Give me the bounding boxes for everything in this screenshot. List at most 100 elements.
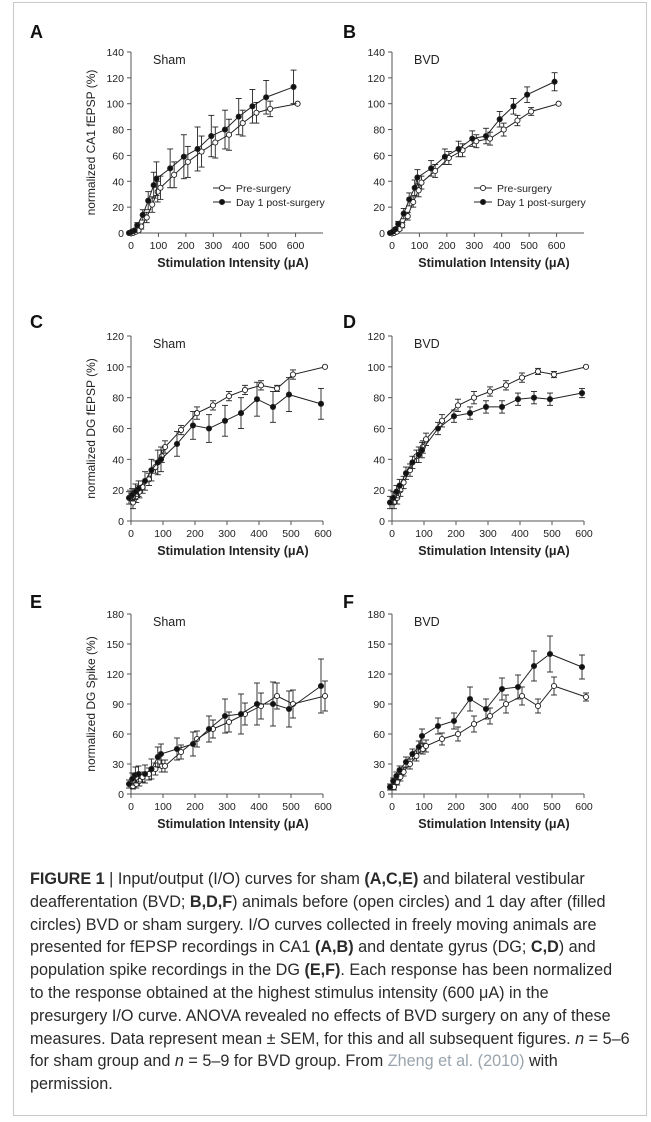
- panel-c: C 0 20 40 60 80 100 120 0 100 200 300 400 500 600 Stimu…: [30, 312, 332, 558]
- caption-figure-label: FIGURE 1: [30, 870, 105, 888]
- x-tick-label: 100: [154, 801, 172, 813]
- data-point: [434, 722, 442, 730]
- data-point: [173, 440, 181, 447]
- data-point: [167, 165, 174, 172]
- y-tick-label: 60: [373, 729, 385, 741]
- data-point: [257, 382, 265, 389]
- x-tick-label: 400: [493, 240, 511, 252]
- series-pre-surgery: [129, 363, 329, 510]
- y-tick-label: 140: [367, 47, 385, 59]
- data-point: [134, 222, 141, 229]
- legend-label: Pre-surgery: [497, 183, 553, 195]
- panel-letter: F: [343, 592, 354, 612]
- data-point: [409, 459, 416, 466]
- caption-text: ) animals before (open circles) and 1 da…: [30, 892, 606, 957]
- data-point: [148, 765, 155, 773]
- caption-separator: |: [104, 870, 118, 888]
- data-point: [578, 389, 586, 397]
- series-line: [132, 366, 326, 503]
- data-point: [221, 417, 229, 424]
- caption-text: ) and population spike recordings in the…: [30, 938, 596, 980]
- data-point: [149, 201, 156, 208]
- caption-text: n: [174, 1052, 184, 1071]
- data-point: [395, 220, 402, 227]
- y-tick-label: 80: [112, 125, 124, 137]
- data-point: [406, 196, 413, 203]
- data-point: [221, 712, 229, 720]
- caption-text: = 5–6 for sham group and: [30, 1029, 630, 1071]
- caption-text: B,D,F: [189, 892, 233, 911]
- y-tick-label: 60: [112, 150, 124, 162]
- panel-e: E 0 30 60 90 120 150 180 0 100 200 300 400 500 600 Stim…: [30, 592, 332, 831]
- x-tick-label: 0: [389, 528, 395, 540]
- x-tick-label: 400: [511, 801, 529, 813]
- panel-letter: B: [343, 22, 356, 42]
- legend-marker: [479, 184, 487, 192]
- data-point: [209, 402, 217, 409]
- panel-b: B 0 20 40 60 80 100 120 140 0 100 200 300 400 500 600 St…: [343, 22, 586, 270]
- data-point: [428, 165, 435, 172]
- caption-citation[interactable]: Zheng et al. (2010): [387, 1052, 525, 1071]
- panel-letter: C: [30, 312, 43, 332]
- data-point: [253, 109, 260, 116]
- data-point: [469, 135, 476, 142]
- data-point: [409, 750, 416, 758]
- x-tick-label: 300: [205, 240, 223, 252]
- data-point: [466, 410, 474, 417]
- data-point: [555, 100, 562, 107]
- data-point: [502, 382, 510, 389]
- caption-text: = 5–9 for BVD group. From: [183, 1052, 388, 1071]
- data-point: [253, 700, 261, 708]
- y-tick-label: 0: [379, 789, 385, 801]
- series-post-surgery: [125, 377, 325, 505]
- data-point: [482, 132, 490, 140]
- legend-label: Day 1 post-surgery: [236, 197, 325, 209]
- y-tick-label: 30: [373, 759, 385, 771]
- caption-text: (E,F): [304, 961, 341, 980]
- caption-text: . Each response has been normalized to t…: [30, 961, 613, 1048]
- series-post-surgery: [386, 72, 558, 237]
- panel-title: Sham: [153, 337, 186, 351]
- series-line: [132, 103, 298, 234]
- data-point: [455, 145, 462, 153]
- data-point: [189, 422, 197, 429]
- data-point: [273, 385, 281, 392]
- y-tick-label: 20: [373, 485, 385, 497]
- data-point: [285, 705, 293, 713]
- data-point: [145, 197, 152, 204]
- data-point: [486, 712, 494, 720]
- legend-label: Day 1 post-surgery: [497, 197, 586, 209]
- panel-title: BVD: [414, 615, 440, 629]
- y-tick-label: 100: [106, 99, 124, 111]
- data-point: [514, 683, 522, 691]
- data-point: [157, 456, 165, 463]
- data-point: [450, 717, 458, 725]
- x-tick-label: 600: [575, 801, 593, 813]
- data-point: [235, 113, 242, 120]
- y-tick-label: 0: [379, 228, 385, 240]
- data-point: [546, 396, 554, 403]
- series-post-surgery: [386, 387, 586, 510]
- data-point: [550, 682, 558, 690]
- x-tick-label: 0: [128, 801, 134, 813]
- legend-marker: [479, 198, 487, 206]
- x-tick-label: 300: [218, 801, 236, 813]
- data-point: [434, 425, 442, 432]
- data-point: [125, 780, 133, 788]
- data-point: [486, 388, 494, 395]
- y-tick-label: 80: [112, 393, 124, 405]
- y-tick-label: 150: [367, 639, 385, 651]
- data-point: [441, 153, 448, 160]
- data-point: [193, 735, 201, 743]
- y-tick-label: 0: [118, 228, 124, 240]
- data-point: [390, 494, 397, 501]
- y-tick-label: 20: [112, 202, 124, 214]
- x-tick-label: 600: [314, 801, 332, 813]
- data-point: [161, 762, 169, 770]
- data-point: [498, 403, 506, 410]
- y-tick-label: 40: [112, 454, 124, 466]
- x-axis-label: Stimulation Intensity (μA): [418, 256, 569, 270]
- y-tick-label: 60: [112, 729, 124, 741]
- data-point: [205, 425, 213, 432]
